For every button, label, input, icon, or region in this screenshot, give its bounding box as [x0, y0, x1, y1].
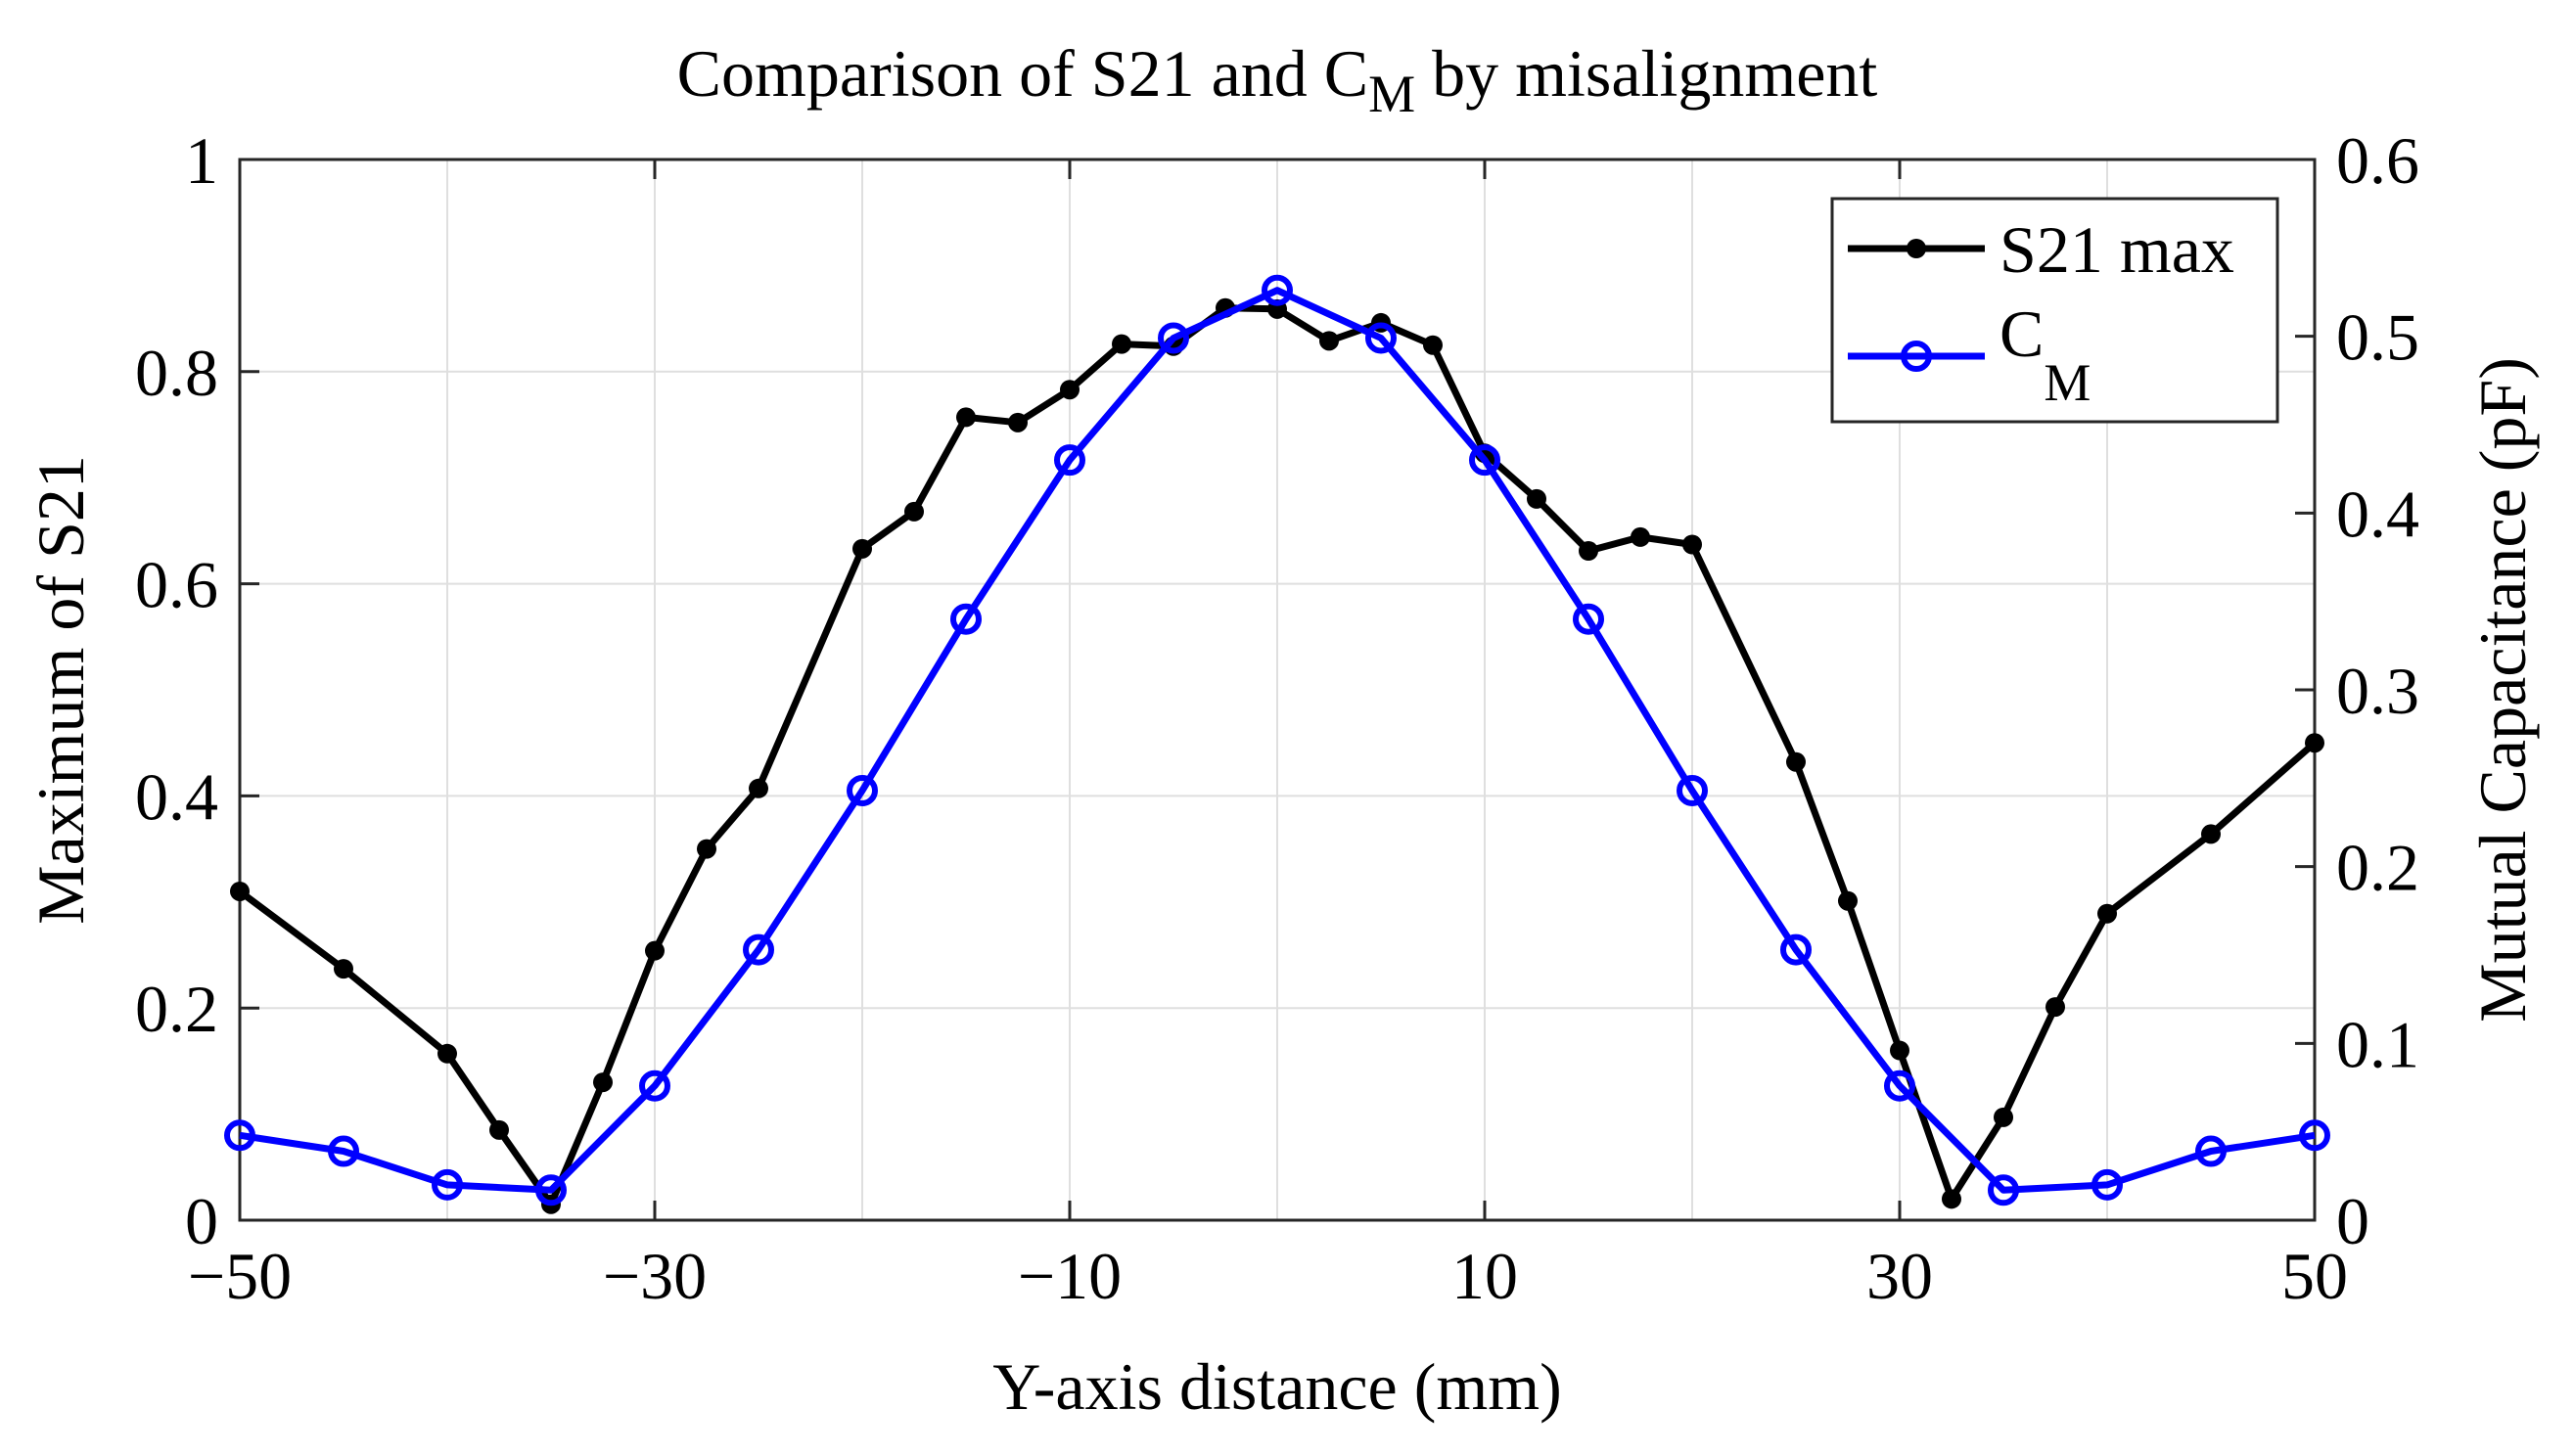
- x-tick-label: 50: [2281, 1239, 2348, 1313]
- data-point-s21: [2201, 824, 2221, 844]
- data-point-s21: [749, 778, 768, 798]
- data-point-cm: [2195, 1135, 2227, 1167]
- data-point-s21: [1579, 540, 1598, 561]
- data-point-cm: [950, 603, 982, 635]
- data-point-s21: [1786, 751, 1806, 772]
- data-point-cm: [1158, 322, 1189, 354]
- chart-title: Comparison of S21 and CM by misalignment: [677, 36, 1878, 123]
- series-line-cm: [239, 287, 2316, 1194]
- data-point-s21: [334, 959, 353, 979]
- data-point-cm: [743, 933, 774, 966]
- data-point-s21: [1682, 534, 1702, 555]
- data-point-s21: [1527, 488, 1546, 509]
- legend-marker-s21: [1907, 239, 1926, 258]
- data-point-cm: [1677, 774, 1708, 806]
- data-point-cm: [1988, 1174, 2019, 1206]
- legend-label-s21: S21 max: [1999, 212, 2234, 287]
- y-right-tick-label: 0.5: [2336, 300, 2419, 375]
- data-point-s21: [697, 839, 716, 859]
- data-point-cm: [224, 1119, 255, 1152]
- y-left-tick-label: 0.6: [135, 548, 218, 622]
- legend-label-cm-subscript: M: [2044, 353, 2091, 412]
- data-point-cm: [328, 1135, 359, 1167]
- data-point-s21: [1423, 335, 1443, 355]
- legend-marker-cm: [1901, 341, 1932, 372]
- x-axis-title: Y-axis distance (mm): [992, 1349, 1562, 1424]
- data-point-cm: [639, 1069, 670, 1102]
- y-left-tick-label: 1: [185, 123, 218, 198]
- data-point-s21: [1994, 1107, 2013, 1127]
- data-point-cm: [1780, 933, 1812, 966]
- data-point-s21: [904, 501, 924, 522]
- data-point-cm: [1469, 444, 1500, 477]
- data-point-s21: [956, 407, 976, 428]
- data-point-cm: [1262, 274, 1293, 306]
- ticks-layer: −50 −30 −10 10 30 5000.20.40.60.8100.10.20.30…: [135, 123, 2419, 1313]
- data-point-s21: [437, 1043, 457, 1064]
- data-point-s21: [1319, 331, 1339, 351]
- data-point-cm: [535, 1174, 567, 1206]
- data-point-s21: [489, 1119, 509, 1140]
- data-point-s21: [1890, 1040, 1909, 1061]
- legend-box: [1830, 197, 2279, 424]
- data-point-cm: [2299, 1119, 2330, 1152]
- data-point-s21: [230, 881, 250, 901]
- y-left-tick-label: 0: [185, 1184, 218, 1258]
- x-tick-label: 10: [1451, 1239, 1518, 1313]
- data-point-cm: [2091, 1168, 2123, 1201]
- y-left-tick-label: 0.2: [135, 972, 218, 1046]
- y-right-tick-label: 0.6: [2336, 123, 2419, 198]
- y-axis-left-title: Maximum of S21: [23, 455, 98, 925]
- legend-label-cm-main: C: [1999, 296, 2044, 371]
- data-point-s21: [852, 538, 872, 559]
- data-point-s21: [593, 1072, 613, 1093]
- data-point-s21: [2097, 903, 2117, 924]
- data-point-s21: [2305, 733, 2324, 753]
- chart-title-subscript: M: [1368, 65, 1415, 123]
- data-point-s21: [1008, 412, 1028, 432]
- x-tick-label: −50: [188, 1239, 292, 1313]
- y-right-tick-label: 0.2: [2336, 831, 2419, 905]
- series-layer: [224, 274, 2330, 1214]
- data-point-cm: [1884, 1069, 1915, 1102]
- legend-label-cm: CM: [1999, 296, 2091, 412]
- data-point-s21: [1631, 526, 1650, 547]
- y-right-tick-label: 0.3: [2336, 654, 2419, 728]
- y-axis-right-title: Mutual Capacitance (pF): [2465, 357, 2540, 1023]
- chart-title-main: Comparison of S21 and C: [677, 36, 1368, 111]
- data-point-cm: [847, 774, 878, 806]
- data-point-cm: [432, 1168, 463, 1201]
- data-point-cm: [1573, 603, 1604, 635]
- x-tick-label: −10: [1018, 1239, 1122, 1313]
- data-point-s21: [1060, 380, 1080, 400]
- data-point-s21: [1112, 334, 1131, 354]
- data-point-s21: [1942, 1189, 1961, 1209]
- legend: S21 max CM: [1830, 197, 2279, 424]
- data-point-cm: [1054, 444, 1085, 477]
- data-point-s21: [1838, 890, 1858, 911]
- y-left-tick-label: 0.8: [135, 336, 218, 410]
- chart-title-suffix: by misalignment: [1415, 36, 1877, 111]
- data-point-s21: [2045, 997, 2065, 1018]
- y-right-tick-label: 0.1: [2336, 1007, 2419, 1081]
- data-point-s21: [645, 940, 665, 961]
- x-tick-label: 30: [1866, 1239, 1933, 1313]
- x-tick-label: −30: [603, 1239, 707, 1313]
- y-left-tick-label: 0.4: [135, 759, 218, 834]
- data-point-cm: [1365, 322, 1397, 354]
- y-right-tick-label: 0: [2336, 1184, 2369, 1258]
- y-right-tick-label: 0.4: [2336, 477, 2419, 551]
